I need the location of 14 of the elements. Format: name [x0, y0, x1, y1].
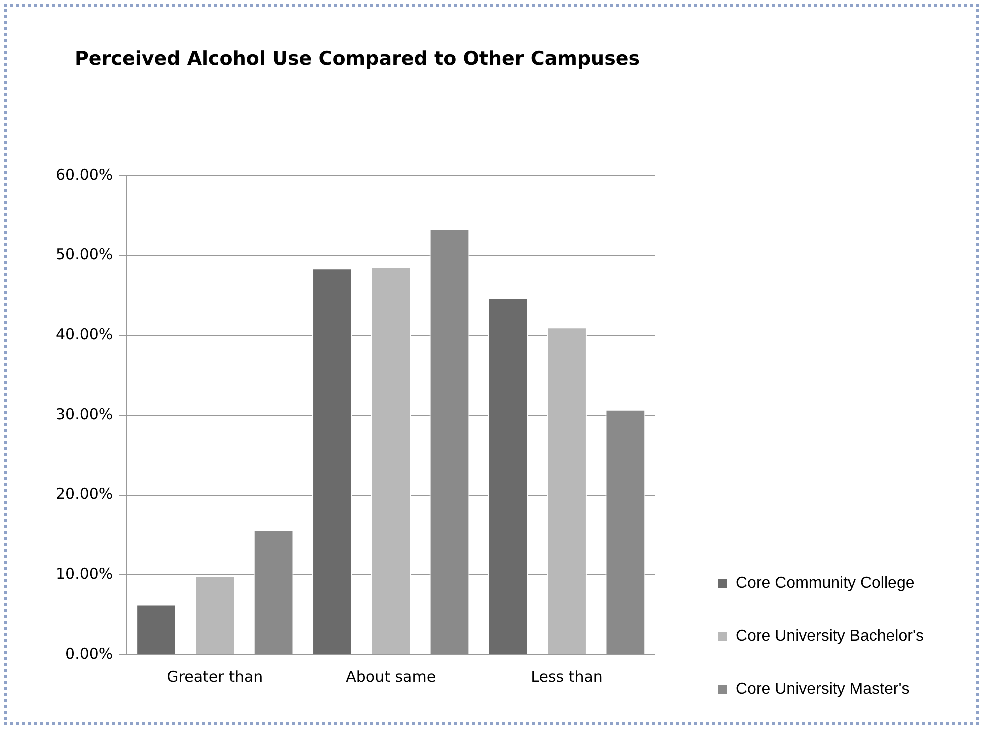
chart-title: Perceived Alcohol Use Compared to Other Campuses [75, 48, 640, 70]
x-tick-label: Greater than [167, 668, 264, 686]
y-tick-label: 50.00% [56, 246, 114, 264]
y-tick-label: 60.00% [56, 166, 114, 184]
y-tick-label: 40.00% [56, 326, 114, 344]
x-tick-label: Less than [531, 668, 603, 686]
legend-label: Core University Master's [736, 680, 910, 698]
y-tick-label: 20.00% [56, 485, 114, 504]
x-tick-label: About same [346, 668, 436, 686]
legend-label: Core Community College [736, 574, 915, 592]
y-tick-label: 30.00% [56, 405, 114, 424]
y-tick-label: 0.00% [66, 644, 114, 663]
y-tick-label: 10.00% [56, 565, 114, 584]
legend-label: Core University Bachelor's [736, 628, 924, 646]
